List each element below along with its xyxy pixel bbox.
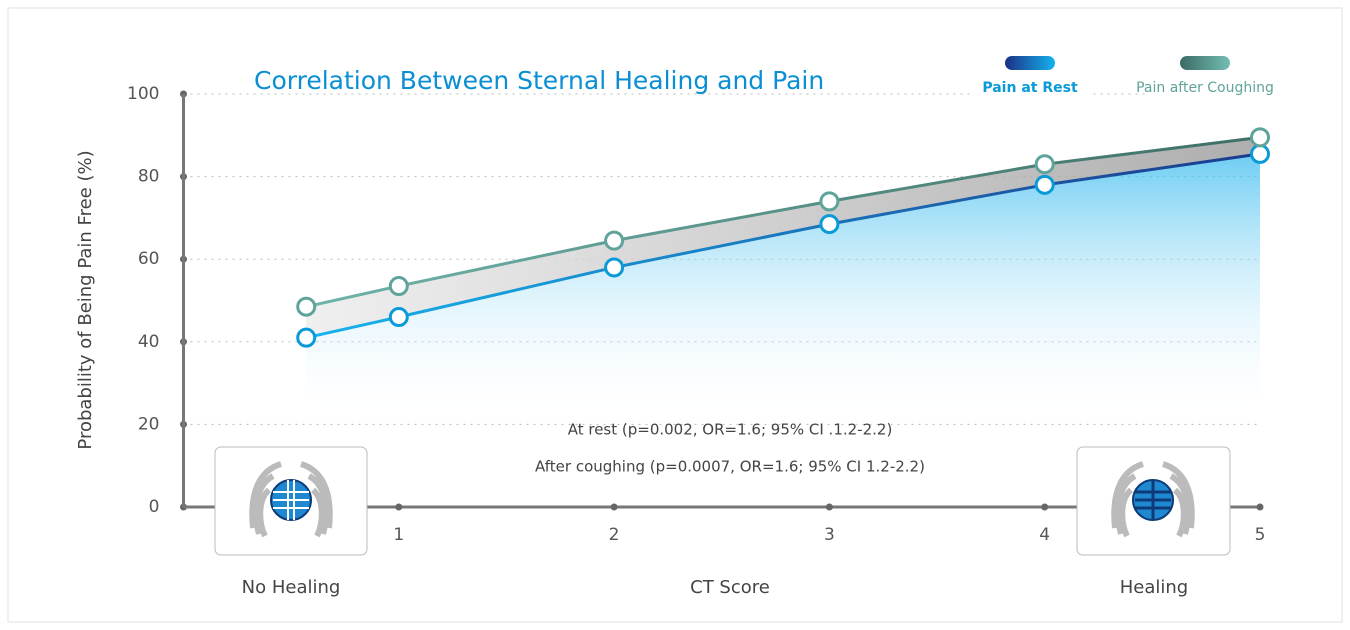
data-point [819, 191, 840, 212]
y-tick-label: 40 [138, 332, 160, 352]
y-tick-label: 60 [138, 249, 160, 269]
data-point [1250, 127, 1270, 148]
band-fill [306, 137, 1260, 338]
legend-label-bg [970, 78, 1090, 98]
y-tick-label: 80 [138, 167, 160, 187]
data-point [604, 257, 625, 278]
data-point [1034, 154, 1055, 175]
x-tick-label: 3 [824, 525, 835, 545]
annotation: No Healing [242, 577, 341, 598]
x-tick-mark [610, 503, 618, 511]
x-axis-label: CT Score [690, 577, 770, 598]
legend-label: Pain at Rest [982, 80, 1078, 96]
series-line [305, 135, 1261, 309]
icons [214, 446, 1231, 556]
data-point [819, 214, 840, 235]
y-tick-label: 100 [127, 84, 159, 104]
x-tick-mark [1041, 503, 1049, 511]
area-fill [306, 153, 1260, 425]
ribcage-icon [249, 461, 333, 538]
data-point [388, 276, 409, 297]
ribcage-icon [1111, 461, 1195, 538]
annotation: At rest (p=0.002, OR=1.6; 95% CI .1.2-2.… [568, 421, 893, 439]
series-line [305, 152, 1261, 340]
data-point [1034, 174, 1055, 195]
legend-swatch [1005, 56, 1055, 70]
data-point [388, 307, 409, 328]
annotation: Healing [1120, 577, 1188, 598]
chart-title: Correlation Between Sternal Healing and … [254, 66, 824, 95]
x-tick-mark [395, 503, 403, 511]
legend-swatch [1180, 56, 1230, 70]
data-point [604, 230, 625, 251]
data-point [296, 327, 317, 348]
y-tick-label: 0 [149, 497, 160, 517]
data-point [296, 296, 317, 317]
y-tick-label: 20 [138, 414, 160, 434]
x-tick-mark [1256, 503, 1264, 511]
x-tick-label: 5 [1255, 525, 1266, 545]
x-tick-mark [825, 503, 833, 511]
x-tick-label: 2 [609, 525, 620, 545]
legend-label-bg [1145, 78, 1265, 98]
annotation: After coughing (p=0.0007, OR=1.6; 95% CI… [535, 458, 925, 476]
x-tick-label: 4 [1039, 525, 1050, 545]
y-axis-label: Probability of Being Pain Free (%) [75, 150, 96, 449]
data-point [1250, 143, 1270, 164]
x-tick-label: 1 [393, 525, 404, 545]
legend-label: Pain after Coughing [1136, 80, 1274, 96]
